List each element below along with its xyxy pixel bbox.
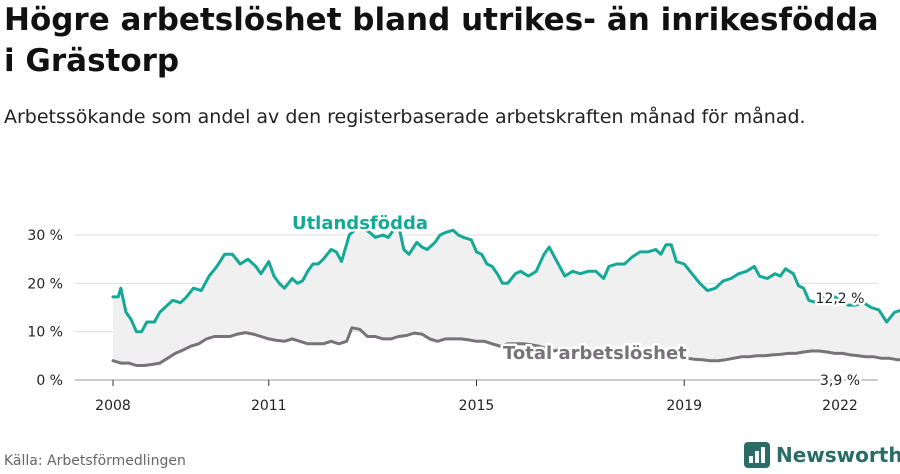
series-line-total [111,326,900,367]
y-tick-label: 10 % [27,325,63,341]
x-tick-label: 2008 [95,398,131,414]
chart-subtitle: Arbetssökande som andel av den registerb… [4,106,806,128]
x-tick-label: 2015 [459,398,495,414]
axes: 0 % 10 % 20 % 30 % 2008 2011 2015 2019 2022 [27,228,857,414]
series-labels: Utlandsfödda Total arbetslöshet 12,2 % 3,9 … [289,211,867,392]
series-label-foreign-born: Utlandsfödda [292,213,428,234]
brand-name: Newsworthy [776,443,900,467]
series-line-foreign-born [111,223,900,334]
y-tick-label: 30 % [27,228,63,244]
x-tick-label: 2022 [822,398,858,414]
series-label-total: Total arbetslöshet [503,343,687,364]
end-value-total: 3,9 % [820,373,860,389]
x-tick-label: 2019 [666,398,702,414]
chart-title: Högre arbetslöshet bland utrikes- än inr… [4,2,879,79]
y-tick-label: 0 % [36,373,63,389]
newsworthy-logo-icon [744,442,770,468]
range-band [113,225,900,366]
x-tick-label: 2011 [251,398,287,414]
brand-logo: Newsworthy [744,442,900,468]
end-value-foreign-born: 12,2 % [816,291,865,307]
series-lines [111,223,900,367]
y-tick-label: 20 % [27,276,63,292]
source-note: Källa: Arbetsförmedlingen [4,453,186,469]
